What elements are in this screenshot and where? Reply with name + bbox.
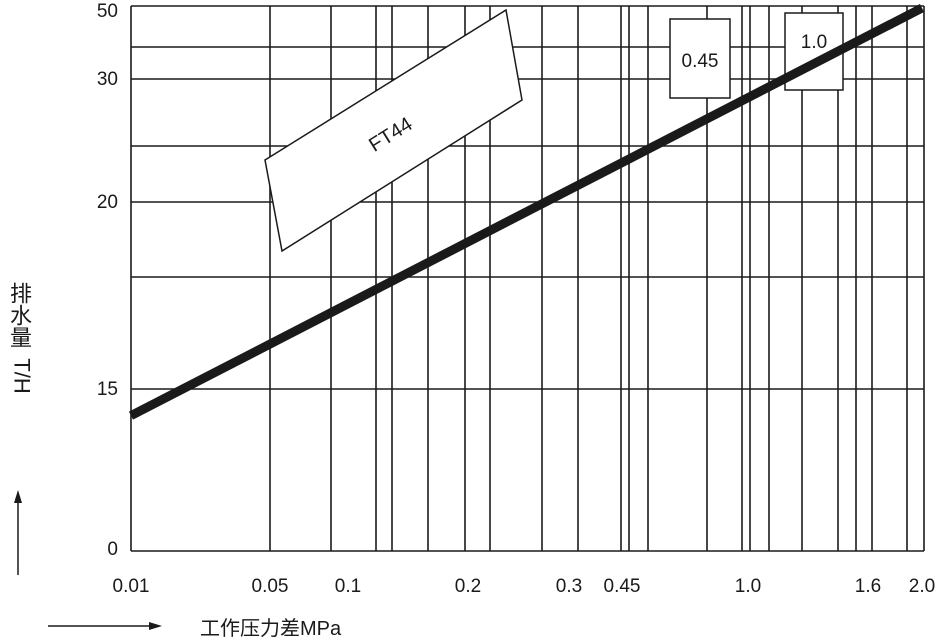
y-tick-label: 20	[97, 192, 118, 213]
x-tick-label: 0.45	[604, 576, 641, 597]
x-tick-label: 1.6	[855, 576, 881, 597]
x-tick-label: 1.0	[735, 576, 761, 597]
pressure-box-045	[669, 18, 731, 99]
series-line-ft44	[128, 3, 925, 420]
y-axis-label: 排水量 T/H	[4, 282, 35, 394]
y-axis-label-chars: 排水量	[7, 282, 32, 348]
x-tick-label: 0.2	[455, 576, 481, 597]
y-tick-label: 15	[97, 379, 118, 400]
y-arrow-head-icon	[14, 490, 22, 503]
y-tick-label: 0	[107, 539, 118, 560]
series	[128, 3, 925, 420]
x-tick-label: 0.1	[335, 576, 361, 597]
x-tick-label: 2.0	[909, 576, 935, 597]
x-axis-label: 工作压力差MPa	[200, 618, 342, 638]
pressure-label-10: 1.0	[801, 32, 827, 53]
tick-labels: 0.01 0.05 0.1 0.2 0.3 0.45 1.0 1.6 2.0 0 15 20 30 50	[97, 1, 935, 597]
ft44-label-box	[264, 8, 523, 253]
y-axis-label-unit: T/H	[9, 358, 35, 394]
x-tick-label: 0.01	[113, 576, 150, 597]
pressure-label-045: 0.45	[682, 51, 719, 72]
x-arrow-head-icon	[149, 622, 162, 630]
y-tick-label: 50	[97, 1, 118, 22]
y-tick-label: 30	[97, 69, 118, 90]
x-tick-label: 0.3	[556, 576, 582, 597]
x-tick-label: 0.05	[252, 576, 289, 597]
